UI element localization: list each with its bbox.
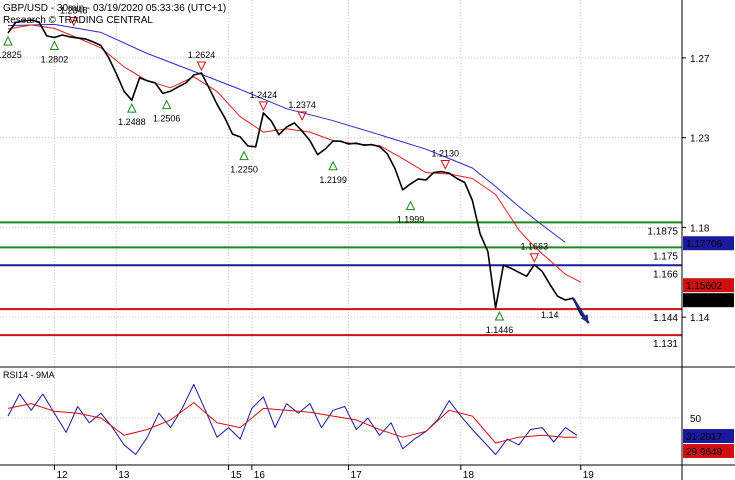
pivot-high-label: 1.2848: [60, 5, 88, 15]
pivot-low-marker: [161, 99, 172, 110]
chart-subtitle: Research © TRADING CENTRAL: [3, 15, 153, 26]
time-tick-label: 16: [254, 470, 266, 480]
rsi-tick-label: 50: [690, 414, 702, 425]
time-tick-label: 18: [463, 470, 475, 480]
level-label: 1.144: [653, 313, 678, 324]
price-badges: 1.17706 1.15602 1.1495 31.2017 29.9649: [683, 236, 734, 459]
projection-arrow-head: [580, 314, 589, 324]
price-badge-text: 1.15602: [686, 281, 723, 292]
pivot-high-label: 1.2424: [250, 90, 278, 100]
rsi-badge-text: 31.2017: [686, 432, 723, 443]
pivot-low-label: 1.2802: [41, 55, 69, 65]
time-tick-label: 17: [351, 470, 363, 480]
price-line: [7, 19, 590, 324]
level-label: 1.131: [653, 339, 678, 350]
rsi-badge-text: 29.9649: [686, 447, 723, 458]
pivot-high-marker: [529, 253, 540, 263]
pivot-low-marker: [3, 35, 13, 46]
rsi-badge-box: [683, 444, 734, 459]
pivot-high-label: 1.2624: [188, 50, 216, 60]
pivot-high-marker: [440, 160, 451, 170]
pivot-low-label: 1.2825: [0, 50, 22, 60]
level-label: 1.166: [653, 269, 678, 280]
pivot-high-label: 1.2130: [432, 149, 460, 159]
pivot-high-label: 1.1663: [521, 242, 549, 252]
pivot-low-label: 1.1446: [486, 325, 514, 335]
target-label: 1.14: [541, 310, 559, 320]
pivot-markers: 1.2825 1.2802 1.2848 1.2488 1.2506 1.2624 1.22…: [0, 5, 559, 335]
price-badge-box: [683, 236, 734, 251]
pivot-low-marker: [127, 103, 137, 113]
pivot-low-label: 1.2506: [153, 114, 181, 124]
pivot-high-marker: [68, 16, 79, 27]
slow-moving-average-line: [7, 23, 566, 243]
rsi-line: [7, 383, 578, 455]
pivot-low-marker: [239, 150, 249, 161]
pivot-low-marker: [494, 310, 505, 321]
time-tick-label: 15: [231, 470, 243, 480]
price-series-group: [7, 19, 590, 324]
support-resistance-levels: 1.1875 1.175 1.166 1.144 1.131: [0, 221, 682, 350]
pivot-low-marker: [328, 160, 338, 171]
time-tick-label: 12: [56, 470, 68, 480]
chart-title: GBP/USD - 30min - 03/19/2020 05:33:36 (U…: [3, 3, 226, 14]
pivot-low-marker: [49, 40, 60, 51]
time-tick-label: 19: [583, 470, 595, 480]
pivot-high-marker: [196, 61, 207, 72]
pivot-high-label: 1.2374: [288, 100, 316, 110]
time-tick-label: 13: [118, 470, 130, 480]
price-badge-box: [683, 278, 734, 293]
price-badge-box: [683, 293, 734, 308]
price-tick-label: 1.14: [690, 313, 710, 324]
price-tick-label: 1.27: [690, 54, 710, 65]
pivot-low-label: 1.2488: [118, 117, 146, 127]
price-tick-label: 1.23: [690, 134, 710, 145]
pivot-low-marker: [405, 200, 416, 211]
pivot-high-marker: [297, 111, 307, 122]
price-badge-text: 1.1495: [686, 296, 717, 307]
pivot-high-marker: [258, 101, 269, 112]
level-label: 1.175: [653, 251, 678, 262]
level-label: 1.1875: [647, 226, 678, 237]
pivot-low-label: 1.1999: [397, 215, 425, 225]
rsi-title: RSI14 - 9MA: [3, 370, 55, 380]
price-badge-text: 1.17706: [686, 239, 723, 250]
pivot-low-label: 1.2250: [230, 165, 258, 175]
rsi-ma-line: [7, 402, 577, 444]
grid: [0, 0, 682, 465]
price-tick-label: 1.18: [690, 223, 710, 234]
rsi-badge-box: [683, 429, 734, 444]
pivot-low-label: 1.2199: [319, 175, 347, 185]
rsi-panel: [7, 383, 578, 455]
